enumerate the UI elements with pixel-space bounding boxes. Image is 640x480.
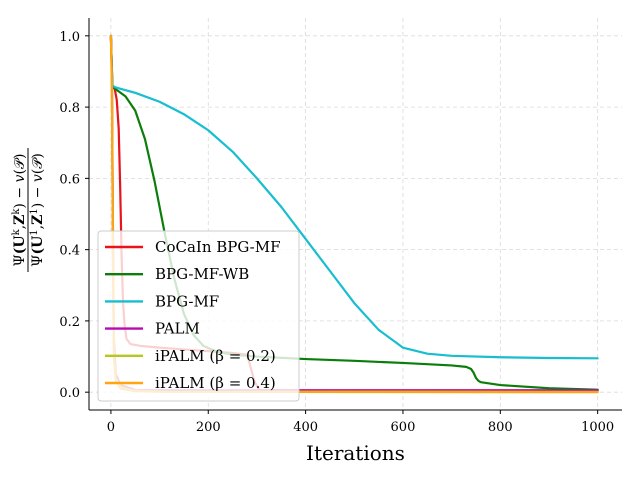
y-axis-numerator: Ψ(Uk,Zk) − v(𝒫)	[11, 153, 28, 266]
legend-label-3: PALM	[155, 320, 200, 338]
y-den-1sup-u: 1	[29, 229, 40, 235]
y-num-psi: Ψ	[12, 254, 28, 266]
y-axis-title: Ψ(Uk,Zk) − v(𝒫) Ψ(U1,Z1) − v(𝒫)	[11, 148, 46, 272]
y-num-vopen: (	[12, 169, 28, 174]
x-tick-label-0: 0	[107, 420, 115, 435]
y-den-z: Z	[30, 215, 46, 225]
x-axis-title: Iterations	[306, 441, 405, 465]
legend-label-2: BPG-MF	[155, 292, 219, 310]
y-num-ksup-u: k	[11, 228, 22, 235]
y-tick-label-4: 0.8	[59, 101, 80, 116]
y-num-p: 𝒫	[12, 157, 28, 169]
series-line-2	[109, 34, 599, 360]
legend-label-0: CoCaIn BPG-MF	[155, 238, 281, 256]
legend: CoCaIn BPG-MF BPG-MF-WB BPG-MF PALM iPALM (β…	[97, 230, 300, 402]
legend-label-4: iPALM (β = 0.2)	[155, 347, 276, 365]
y-den-v: v	[30, 174, 46, 182]
y-num-v: v	[12, 174, 28, 182]
y-tick-label-5: 1.0	[59, 30, 80, 45]
y-den-1sup-z: 1	[29, 208, 40, 214]
y-num-ksup-z: k	[11, 208, 22, 215]
y-den-p: 𝒫	[30, 157, 46, 169]
y-num-open: (U	[12, 235, 28, 254]
y-num-comma: ,	[12, 225, 28, 229]
y-den-close: )	[30, 203, 46, 208]
y-den-comma: ,	[30, 225, 46, 229]
legend-box	[97, 230, 300, 402]
y-num-z: Z	[12, 215, 28, 225]
legend-label-5: iPALM (β = 0.4)	[155, 374, 276, 392]
y-den-open: (U	[30, 236, 46, 255]
y-tick-label-1: 0.2	[59, 315, 80, 330]
y-den-vclose: )	[30, 153, 46, 158]
x-tick-label-5: 1000	[581, 420, 614, 435]
y-tick-label-2: 0.4	[59, 244, 80, 259]
axes	[88, 18, 622, 411]
y-den-psi: Ψ	[30, 255, 46, 267]
y-tick-label-0: 0.0	[59, 386, 80, 401]
y-axis-denominator: Ψ(U1,Z1) − v(𝒫)	[29, 153, 46, 267]
y-num-close: )	[12, 203, 28, 208]
legend-label-1: BPG-MF-WB	[155, 265, 249, 283]
y-den-minus: −	[30, 182, 46, 203]
x-tick-label-2: 400	[293, 420, 318, 435]
y-den-vopen: (	[30, 169, 46, 174]
y-tick-label-3: 0.6	[59, 172, 80, 187]
y-num-minus: −	[12, 182, 28, 203]
x-tick-label-1: 200	[196, 420, 221, 435]
ticks: 0 200 400 600 800 1000 0.0 0.2 0.4 0.6 0.8 1.0	[59, 30, 614, 435]
x-tick-label-3: 600	[391, 420, 416, 435]
y-num-vclose: )	[12, 153, 28, 158]
x-tick-label-4: 800	[488, 420, 513, 435]
